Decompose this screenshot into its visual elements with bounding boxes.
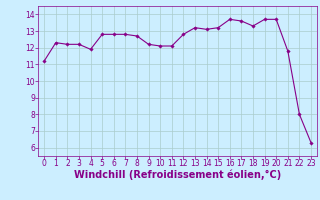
- X-axis label: Windchill (Refroidissement éolien,°C): Windchill (Refroidissement éolien,°C): [74, 170, 281, 180]
